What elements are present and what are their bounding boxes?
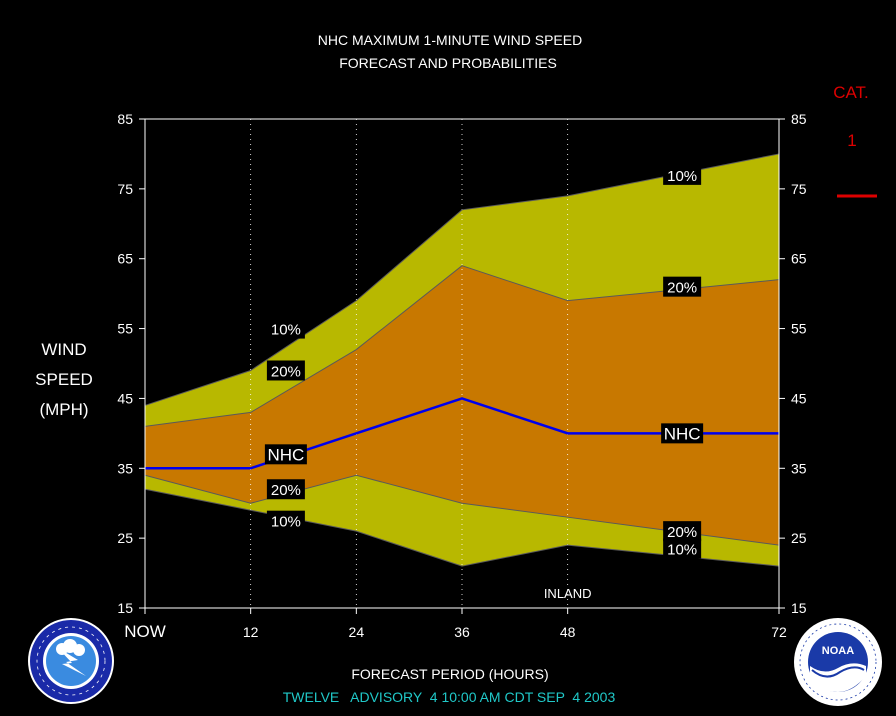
- chart-subtitle: FORECAST AND PROBABILITIES: [339, 55, 557, 71]
- y-axis-title-line: SPEED: [35, 370, 93, 389]
- inland-annotation: INLAND: [544, 586, 592, 601]
- y-tick-label-right: 45: [791, 390, 807, 406]
- annotation-box: [663, 164, 702, 185]
- nws-logo: [28, 618, 114, 704]
- nhc-forecast-line: [145, 397, 779, 470]
- upper-10-line: [144, 153, 780, 406]
- annotation-box: [266, 510, 305, 531]
- series-annotation-lower-20_left: 20%: [271, 482, 301, 499]
- lower-20-line: [144, 474, 780, 546]
- noaa-logo: NOAA: [794, 618, 882, 706]
- annotation-box: [266, 318, 305, 339]
- category-label: CAT.: [833, 83, 869, 102]
- series-annotation-lower-20_right: 20%: [667, 524, 697, 541]
- noaa-logo-text: NOAA: [822, 645, 854, 657]
- category-value: 1: [847, 131, 856, 150]
- y-tick-label-left: 65: [117, 251, 133, 267]
- annotation-box: [264, 444, 307, 465]
- y-tick-label-right: 25: [791, 530, 807, 546]
- y-tick-label-right: 65: [791, 251, 807, 267]
- annotation-box: [661, 423, 704, 444]
- y-axis-title: WIND SPEED (MPH): [35, 340, 93, 419]
- series-annotation-lower-10_left: 10%: [271, 514, 301, 531]
- y-tick-label-left: 45: [117, 390, 133, 406]
- axis-ticks: 85 85 75 75 65 65 55 55 45 45 35 35 25 25 15 15 NOW 12 24 3…: [117, 111, 806, 641]
- y-tick-label-left: 75: [117, 181, 133, 197]
- series-annotation-upper-20_right: 20%: [667, 280, 697, 297]
- series-annotation-nhc-right: NHC: [664, 424, 701, 443]
- annotation-box: [266, 479, 305, 500]
- x-tick-label: 48: [560, 624, 576, 640]
- x-tick-label: 12: [243, 624, 259, 640]
- y-tick-label-left: 85: [117, 111, 133, 127]
- y-tick-label-left: 55: [117, 321, 133, 337]
- y-tick-label-left: 25: [117, 530, 133, 546]
- y-axis-title-line: WIND: [41, 340, 86, 359]
- annotation-box: [663, 276, 702, 297]
- y-tick-label-left: 35: [117, 460, 133, 476]
- y-tick-label-right: 15: [791, 600, 807, 616]
- series-lines: [144, 153, 780, 567]
- y-tick-label-right: 35: [791, 460, 807, 476]
- series-annotation-nhc-left: NHC: [267, 445, 304, 464]
- chart-title: NHC MAXIMUM 1-MINUTE WIND SPEED: [318, 32, 582, 48]
- annotation-box: [266, 360, 305, 381]
- y-axis-title-line: (MPH): [39, 400, 88, 419]
- x-tick-label: 72: [771, 624, 787, 640]
- series-annotation-lower-10_right: 10%: [667, 542, 697, 559]
- advisory-footer: TWELVE ADVISORY 4 10:00 AM CDT SEP 4 200…: [283, 689, 616, 705]
- x-tick-label: 36: [454, 624, 470, 640]
- y-tick-label-right: 55: [791, 321, 807, 337]
- y-tick-label-right: 75: [791, 181, 807, 197]
- upper-20-line: [144, 265, 780, 427]
- y-tick-label-left: 15: [117, 600, 133, 616]
- x-axis-title: FORECAST PERIOD (HOURS): [351, 666, 548, 682]
- series-annotation-upper-10_left: 10%: [271, 322, 301, 339]
- series-annotation-upper-20_left: 20%: [271, 363, 301, 380]
- x-tick-label: 24: [349, 624, 365, 640]
- annotation-box: [663, 521, 702, 542]
- y-tick-label-right: 85: [791, 111, 807, 127]
- series-annotation-upper-10_right: 10%: [667, 168, 697, 185]
- lower-10-line: [144, 488, 780, 567]
- band-20-percent: [145, 265, 779, 546]
- x-tick-label: NOW: [124, 622, 166, 641]
- annotation-box: [663, 538, 702, 559]
